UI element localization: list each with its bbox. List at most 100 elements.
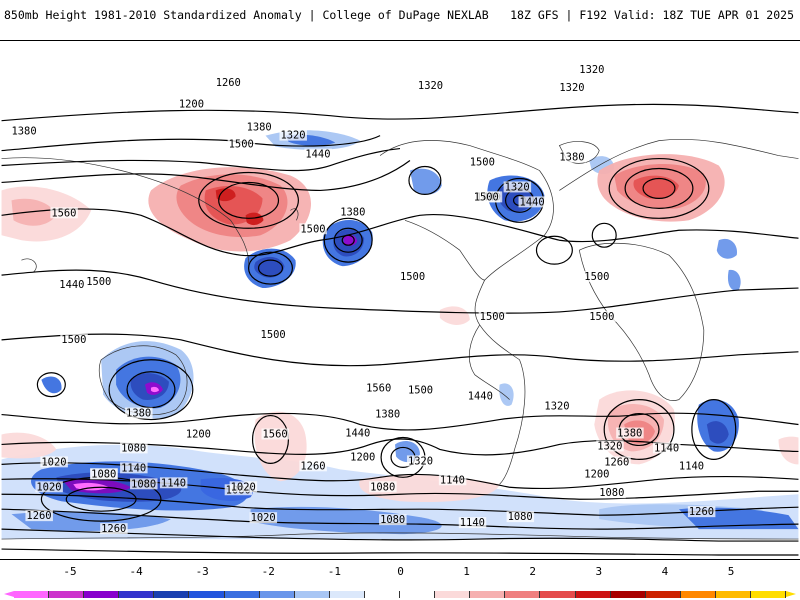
contour-label: 1500 [86,276,111,288]
contour-label-bg [406,455,435,467]
colorbar-segment [189,591,225,598]
contour-label-bg [245,121,274,133]
colorbar-strip [14,591,787,598]
colorbar-tick-label: 2 [529,565,536,578]
contour-label-bg [653,442,681,454]
contour-label-bg [344,427,372,439]
contour-label-bg [472,191,501,203]
contour-label-bg [503,181,532,193]
contour-label: 1560 [263,428,288,440]
colorbar-tick-label: 0 [397,565,404,578]
contour-label-bg [438,474,467,486]
contour-label: 1200 [186,428,211,440]
map-header: 850mb Height 1981-2010 Standardized Anom… [0,0,800,40]
contour-label: 1440 [345,427,370,439]
contour-label-bg [468,156,497,168]
contour-label: 1500 [589,311,614,323]
contour-label-bg [125,407,153,419]
contour-label-bg [229,481,258,493]
colorbar-segment [470,591,506,598]
contour-label: 1320 [597,440,622,452]
contour-label: 1260 [216,77,241,89]
contour-label: 1200 [584,468,609,480]
contour-label: 1440 [59,279,84,291]
contour-label-bg [588,310,616,322]
contour-label: 1080 [599,487,624,499]
contour-label-bg [506,511,535,523]
contour-label: 1020 [251,512,276,524]
colorbar-segment [329,591,365,598]
contour-label-bg [603,456,631,468]
colorbar-segment [680,591,716,598]
contour-label-bg [58,279,86,291]
contour-label-bg [90,468,118,480]
contour-label: 1080 [91,468,116,480]
contour-label-bg [379,514,407,526]
contour-label-bg [120,442,148,454]
contour-label: 1320 [579,64,604,76]
colorbar-segment [575,591,611,598]
contour-label: 1320 [544,401,569,413]
contour-label: 1320 [559,82,584,94]
colorbar-tick-label: -2 [261,565,275,578]
contour-label-bg [304,148,332,160]
contour-label-bg [406,384,435,396]
contour-labels: 1320126012001320138015001440138013201560… [10,64,716,535]
contour-label: 1080 [380,514,405,526]
contour-label-bg [100,523,128,535]
contour-label-bg [50,207,78,219]
contour-label-bg [583,468,611,480]
contour-label: 1320 [505,181,530,193]
anomaly-colorbar: -5 -4 -3 -2 -1 0 1 2 3 4 5 [0,565,800,600]
colorbar-segment [154,591,190,598]
contour-label-bg [85,276,113,288]
colorbar-segment [224,591,260,598]
contour-label-bg [130,478,158,490]
contour-label: 1500 [400,271,425,283]
contour-label-bg [687,506,716,518]
contour-label: 1380 [559,152,584,164]
contour-label-bg [349,451,377,463]
colorbar-max-arrow [786,591,796,597]
contour-label: 1440 [305,149,330,161]
contour-label-bg [214,76,243,88]
contour-label-bg [35,481,63,493]
colorbar-segment [505,591,541,598]
contour-label-bg [466,390,495,402]
contour-label-bg [616,427,644,439]
contour-label: 1500 [584,271,609,283]
contour-label: 1080 [131,478,156,490]
contour-label-bg [159,477,188,489]
contour-label-bg [598,487,626,499]
contour-label: 1140 [679,460,704,472]
contour-label: 1140 [460,517,485,529]
contour-label-bg [416,79,445,91]
contour-label: 1080 [508,511,533,523]
contour-label-bg [339,206,367,218]
colorbar-segment [645,591,681,598]
colorbar-segment [540,591,576,598]
contour-label-bg [60,333,88,345]
contour-label-bg [184,428,213,440]
contour-label: 1380 [247,122,272,134]
colorbar-segment [715,591,751,598]
contour-label-bg [558,81,586,93]
colorbar-tick-label: -4 [129,565,143,578]
contour-label-bg [177,98,206,110]
anomaly-map: 1320126012001320138015001440138013201560… [0,40,800,560]
contour-label: 1380 [340,206,365,218]
contour-label: 1500 [300,223,325,235]
contour-label: 1200 [179,99,204,111]
contour-label: 1500 [470,157,495,169]
contour-label: 1020 [41,456,66,468]
contour-label-bg [583,271,611,283]
contour-label: 1140 [121,462,146,474]
contour-label: 1260 [300,460,325,472]
contour-label: 1020 [36,481,61,493]
contour-label: 1500 [261,329,286,341]
contour-label: 1080 [370,481,395,493]
contour-label: 1500 [474,191,499,203]
contour-label: 1140 [161,477,186,489]
colorbar-segment [14,591,50,598]
contour-label: 1320 [280,130,305,142]
